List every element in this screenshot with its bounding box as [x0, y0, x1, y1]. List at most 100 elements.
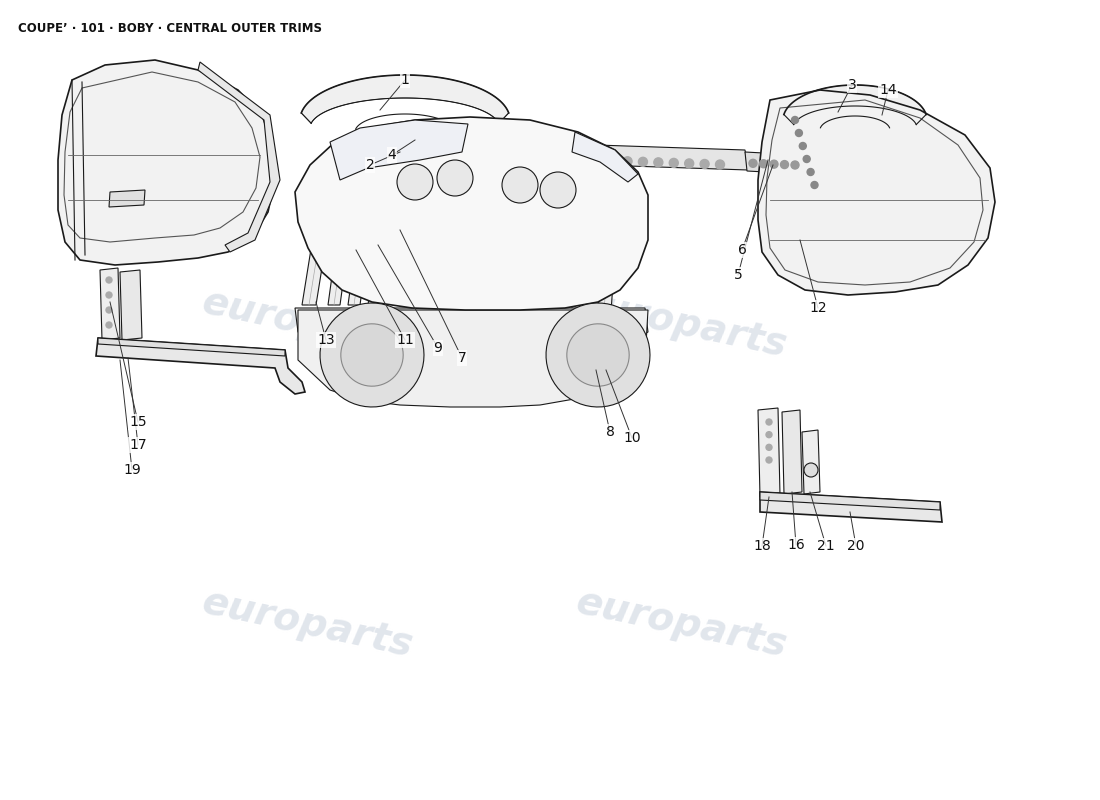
Text: 5: 5 — [734, 268, 742, 282]
Circle shape — [795, 130, 802, 137]
Text: 4: 4 — [387, 148, 396, 162]
Polygon shape — [320, 303, 424, 407]
Text: 3: 3 — [848, 78, 857, 92]
Circle shape — [484, 152, 493, 161]
Circle shape — [715, 160, 725, 169]
Text: 21: 21 — [817, 539, 835, 553]
Circle shape — [106, 322, 112, 328]
Text: 7: 7 — [458, 351, 466, 365]
Polygon shape — [295, 308, 648, 358]
Circle shape — [800, 142, 806, 150]
Circle shape — [592, 156, 602, 165]
Polygon shape — [120, 270, 142, 340]
Circle shape — [791, 161, 799, 169]
Circle shape — [397, 164, 433, 200]
Circle shape — [546, 154, 556, 163]
Circle shape — [106, 292, 112, 298]
Circle shape — [106, 307, 112, 313]
Polygon shape — [295, 117, 648, 310]
Circle shape — [561, 154, 571, 164]
Text: 18: 18 — [754, 539, 771, 553]
Polygon shape — [546, 303, 650, 407]
Text: 2: 2 — [365, 158, 374, 172]
Circle shape — [811, 182, 818, 189]
Polygon shape — [368, 160, 400, 305]
Polygon shape — [100, 268, 120, 340]
Circle shape — [515, 153, 524, 162]
Circle shape — [749, 159, 757, 167]
Text: 6: 6 — [738, 243, 747, 257]
Polygon shape — [98, 338, 285, 356]
Polygon shape — [330, 120, 468, 180]
Circle shape — [781, 161, 789, 169]
Polygon shape — [575, 165, 603, 370]
Circle shape — [437, 160, 473, 196]
Circle shape — [804, 463, 818, 477]
Polygon shape — [341, 324, 404, 386]
Circle shape — [766, 444, 772, 450]
Polygon shape — [58, 60, 275, 265]
Circle shape — [770, 160, 778, 168]
Text: 17: 17 — [129, 438, 146, 452]
Text: europarts: europarts — [573, 583, 791, 665]
Polygon shape — [758, 90, 996, 295]
Circle shape — [792, 117, 799, 123]
Circle shape — [766, 432, 772, 438]
Polygon shape — [758, 408, 780, 497]
Polygon shape — [320, 145, 518, 184]
Text: 20: 20 — [847, 539, 865, 553]
Polygon shape — [760, 492, 942, 522]
Polygon shape — [566, 324, 629, 386]
Polygon shape — [802, 430, 820, 494]
Text: 13: 13 — [317, 333, 334, 347]
Circle shape — [499, 153, 508, 162]
Circle shape — [576, 155, 586, 164]
Text: 15: 15 — [129, 415, 146, 429]
Polygon shape — [96, 338, 305, 394]
Text: 19: 19 — [123, 463, 141, 477]
Text: 1: 1 — [400, 73, 409, 87]
Text: 10: 10 — [624, 431, 641, 445]
Polygon shape — [109, 190, 145, 207]
Circle shape — [653, 158, 663, 167]
Circle shape — [766, 457, 772, 463]
Text: 11: 11 — [396, 333, 414, 347]
Polygon shape — [198, 62, 280, 252]
Circle shape — [453, 151, 462, 160]
Circle shape — [530, 154, 540, 162]
Polygon shape — [302, 162, 339, 305]
Text: 9: 9 — [433, 341, 442, 355]
Text: 16: 16 — [788, 538, 805, 552]
Circle shape — [759, 160, 768, 168]
Circle shape — [807, 169, 814, 175]
Circle shape — [684, 159, 694, 168]
Text: COUPE’ · 101 · BOBY · CENTRAL OUTER TRIMS: COUPE’ · 101 · BOBY · CENTRAL OUTER TRIM… — [18, 22, 322, 35]
Polygon shape — [745, 152, 802, 174]
Polygon shape — [301, 75, 508, 123]
Polygon shape — [336, 132, 524, 158]
Polygon shape — [298, 310, 648, 407]
Polygon shape — [448, 140, 748, 170]
Text: europarts: europarts — [573, 283, 791, 365]
Polygon shape — [328, 160, 360, 305]
Circle shape — [623, 157, 632, 166]
Polygon shape — [784, 85, 926, 125]
Text: 14: 14 — [879, 83, 896, 97]
Circle shape — [766, 419, 772, 425]
Circle shape — [638, 158, 648, 166]
Circle shape — [469, 151, 477, 160]
Polygon shape — [572, 132, 638, 182]
Text: 8: 8 — [606, 425, 615, 439]
Circle shape — [607, 156, 617, 166]
Circle shape — [700, 159, 710, 169]
Text: 12: 12 — [810, 301, 827, 315]
Polygon shape — [594, 167, 621, 370]
Circle shape — [502, 167, 538, 203]
Circle shape — [106, 277, 112, 283]
Circle shape — [540, 172, 576, 208]
Text: europarts: europarts — [199, 583, 417, 665]
Text: europarts: europarts — [199, 283, 417, 365]
Polygon shape — [760, 492, 940, 510]
Circle shape — [669, 158, 679, 167]
Polygon shape — [348, 160, 380, 305]
